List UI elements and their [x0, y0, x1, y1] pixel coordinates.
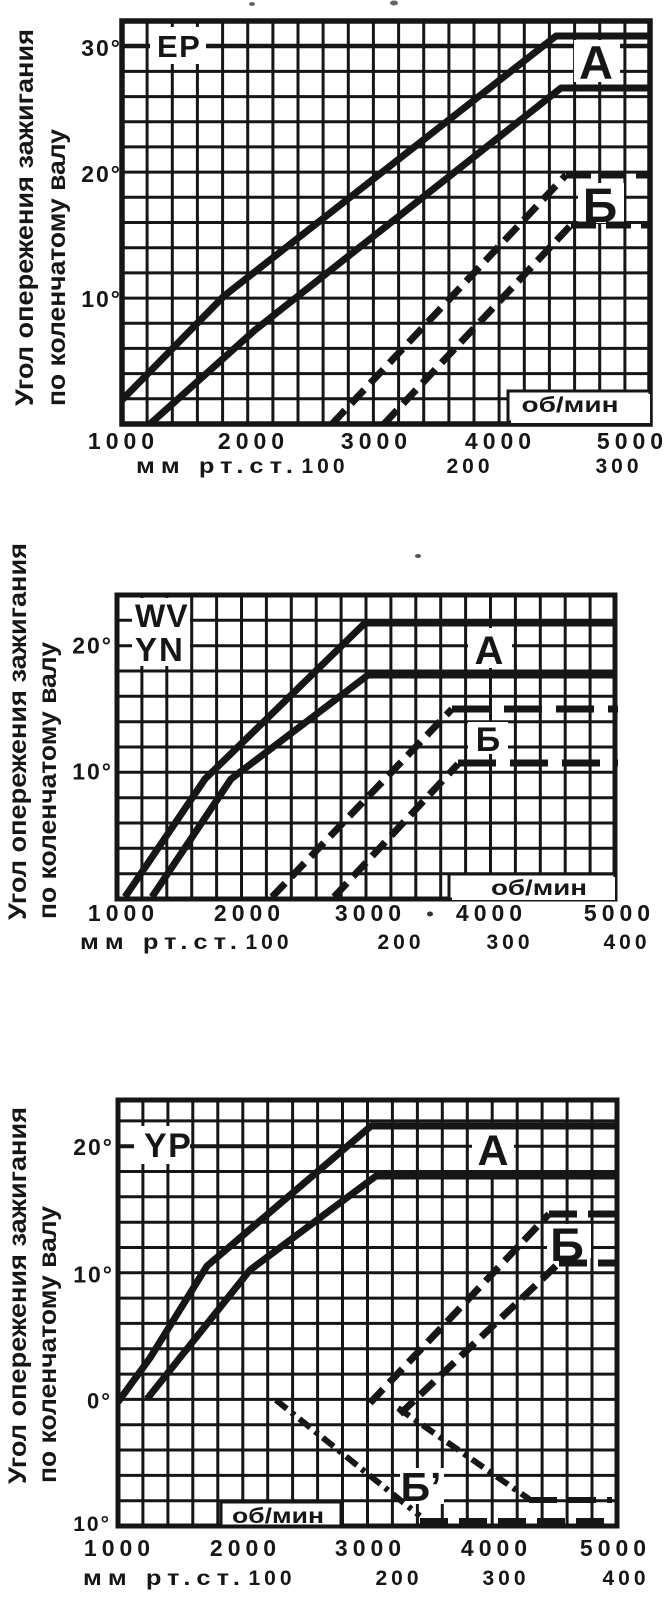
svg-text:300: 300 [482, 1567, 529, 1590]
svg-text:3000: 3000 [335, 1535, 406, 1561]
svg-text:100: 100 [248, 1567, 295, 1590]
svg-text:Угол опережения зажигания: Угол опережения зажигания [4, 1107, 32, 1484]
svg-text:1000: 1000 [88, 900, 159, 926]
svg-text:5000: 5000 [580, 1535, 651, 1561]
svg-text:2000: 2000 [218, 428, 289, 454]
svg-text:мм рт.ст.: мм рт.ст. [83, 1567, 246, 1590]
svg-text:об/мин: об/мин [491, 877, 587, 900]
svg-text:5000: 5000 [597, 428, 668, 454]
svg-text:300: 300 [595, 455, 642, 478]
svg-text:Б: Б [476, 721, 500, 759]
svg-text:4000: 4000 [465, 428, 536, 454]
svg-text:А: А [579, 36, 613, 89]
svg-text:300: 300 [486, 931, 533, 954]
svg-text:об/мин: об/мин [232, 1505, 324, 1528]
svg-text:3000: 3000 [341, 428, 412, 454]
svg-text:Угол опережения зажигания: Угол опережения зажигания [11, 29, 39, 406]
svg-text:10°: 10° [81, 286, 122, 312]
svg-text:400: 400 [602, 1567, 649, 1590]
svg-text:WV: WV [135, 598, 189, 634]
svg-text:YP: YP [144, 1127, 192, 1165]
svg-text:YN: YN [135, 631, 185, 668]
svg-text:мм рт.ст.: мм рт.ст. [80, 931, 243, 954]
svg-text:А: А [477, 1127, 508, 1175]
svg-text:1000: 1000 [88, 428, 159, 454]
svg-text:10°: 10° [72, 759, 113, 785]
svg-text:5000: 5000 [584, 900, 655, 926]
svg-text:мм рт.ст.: мм рт.ст. [136, 455, 299, 478]
svg-text:1000: 1000 [84, 1535, 155, 1561]
svg-text:по коленчатому валу: по коленчатому валу [34, 642, 62, 919]
svg-text:100: 100 [301, 455, 348, 478]
svg-text:200: 200 [446, 455, 493, 478]
svg-text:4000: 4000 [456, 900, 527, 926]
svg-text:4000: 4000 [461, 1535, 532, 1561]
svg-text:0°: 0° [87, 1389, 112, 1414]
svg-text:Б: Б [583, 180, 618, 233]
svg-text:30°: 30° [81, 35, 122, 61]
svg-text:3000: 3000 [335, 900, 406, 926]
svg-text:2000: 2000 [210, 1535, 281, 1561]
svg-text:Б’: Б’ [401, 1464, 442, 1510]
svg-text:EP: EP [157, 29, 201, 64]
svg-text:по коленчатому валу: по коленчатому валу [43, 129, 71, 406]
svg-text:10°: 10° [73, 1513, 111, 1536]
svg-text:об/мин: об/мин [522, 394, 619, 417]
svg-text:20°: 20° [72, 633, 113, 659]
svg-text:200: 200 [375, 1567, 422, 1590]
svg-text:Угол опережения зажигания: Угол опережения зажигания [4, 543, 32, 920]
svg-text:200: 200 [377, 931, 424, 954]
svg-text:по коленчатому валу: по коленчатому валу [34, 1206, 62, 1483]
svg-text:400: 400 [603, 931, 650, 954]
svg-text:2000: 2000 [214, 900, 285, 926]
svg-text:А: А [475, 629, 504, 673]
svg-text:20°: 20° [81, 161, 122, 187]
svg-text:100: 100 [245, 931, 292, 954]
svg-text:Б: Б [550, 1218, 584, 1271]
svg-text:10°: 10° [73, 1262, 114, 1288]
svg-text:20°: 20° [73, 1134, 114, 1160]
